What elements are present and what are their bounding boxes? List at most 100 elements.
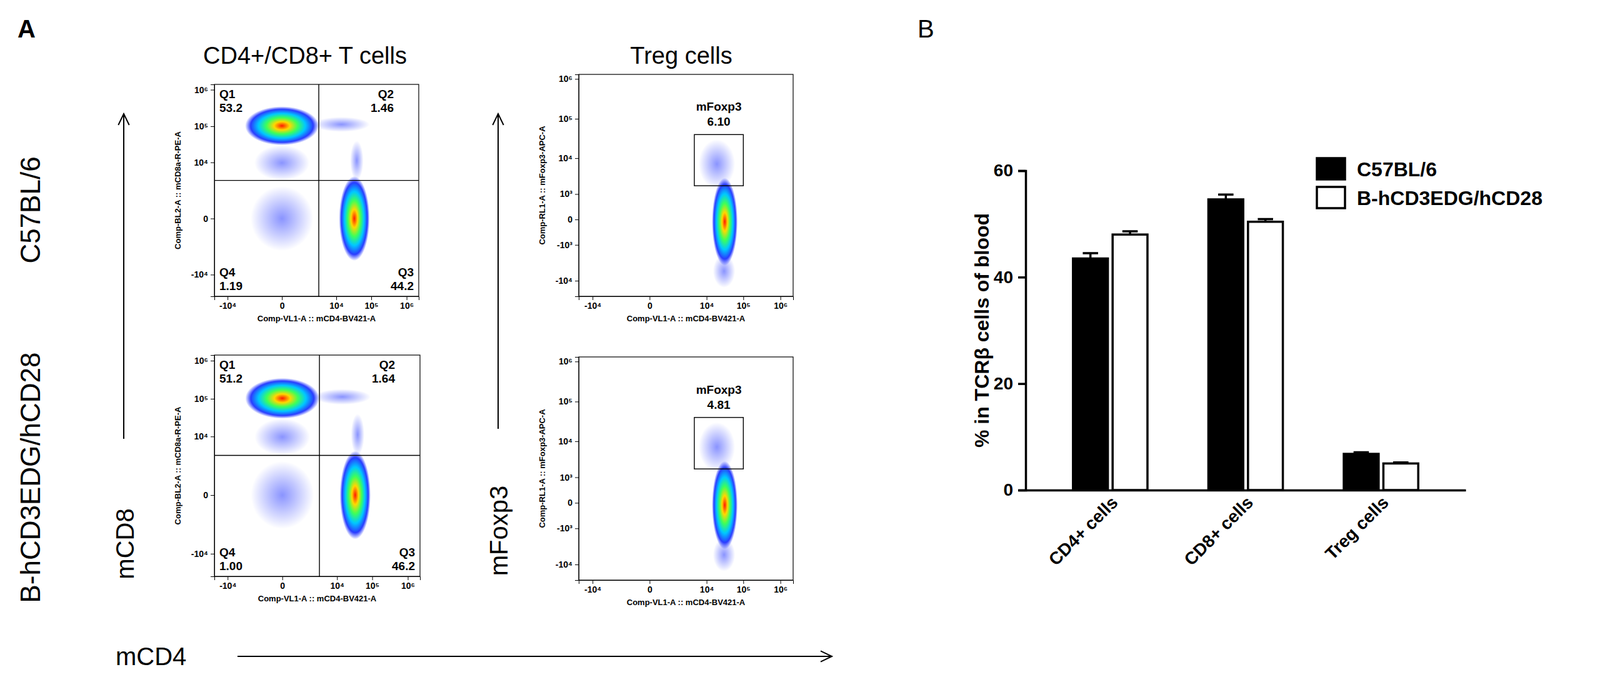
tick-label: 10⁴ <box>330 580 345 591</box>
tick-label: -10⁴ <box>191 548 209 559</box>
tick-mark <box>649 296 650 300</box>
tick-mark <box>780 296 782 300</box>
population <box>254 418 310 456</box>
tick: 10⁶ <box>401 576 415 591</box>
tick-label: -10⁴ <box>584 584 602 595</box>
tick-label: 10⁵ <box>736 300 751 311</box>
axis: -10⁴010⁴10⁵10⁶ <box>215 576 421 591</box>
axis-title: Comp-RL1-A :: mFoxp3-APC-A <box>537 408 547 529</box>
tick-label: 0 <box>203 490 209 500</box>
axis: -10⁴010⁴10⁵10⁶ <box>191 85 215 297</box>
axis-line <box>1026 489 1467 492</box>
tick-mark <box>210 495 215 496</box>
gate-value: 6.10 <box>707 115 731 129</box>
tick-label: 10⁴ <box>194 431 209 442</box>
tick: 10⁵ <box>194 393 215 404</box>
tick-label: 0 <box>567 497 573 508</box>
population <box>245 378 320 419</box>
tick: 10⁴ <box>558 153 580 164</box>
figure-labels: ABCD4+/CD8+ T cellsTreg cellsC57BL/6B-hC… <box>15 15 935 670</box>
tick: CD4+ cells <box>1045 492 1122 570</box>
axis: -10⁴010⁴10⁵10⁶ <box>191 355 215 577</box>
tick-label: 10⁵ <box>736 584 751 595</box>
tick-mark <box>336 296 337 300</box>
quadrant-value: 1.64 <box>371 371 395 385</box>
tick-label: 40 <box>993 267 1014 287</box>
panel-label: A <box>17 15 36 43</box>
arrow <box>118 113 129 439</box>
tick-label: 10³ <box>560 472 574 483</box>
gate-line <box>214 455 420 456</box>
bar <box>1383 463 1419 490</box>
tick-label: 10⁶ <box>773 584 788 595</box>
tick-mark <box>780 580 782 584</box>
tick-label: 10⁵ <box>558 396 573 407</box>
tick: -10³ <box>556 240 579 250</box>
tick-label: -10⁴ <box>555 275 573 286</box>
quadrant-name: Q3 <box>398 265 414 279</box>
population <box>338 176 370 261</box>
quadrant-value: 53.2 <box>219 101 243 115</box>
error-bar <box>1122 231 1139 235</box>
tick: 10⁵ <box>736 580 751 595</box>
axis-title: Comp-VL1-A :: mCD4-BV421-A <box>257 313 377 324</box>
axis-line <box>575 75 580 297</box>
axis: -10⁴010⁴10⁵10⁶ <box>579 580 794 595</box>
tick-label: 0 <box>1003 480 1014 500</box>
population <box>250 461 314 529</box>
gate <box>694 417 744 469</box>
tick-mark <box>282 576 284 580</box>
axis-line <box>210 85 215 297</box>
tick-label: 10⁶ <box>558 73 573 84</box>
population <box>313 388 371 405</box>
tick-mark <box>227 576 229 580</box>
plot-frame <box>578 74 794 297</box>
population <box>245 106 319 145</box>
tick-label: 0 <box>647 584 653 595</box>
populations <box>245 106 370 261</box>
quadrant-name: Q2 <box>379 358 395 372</box>
tick-mark <box>210 274 215 275</box>
gate <box>694 134 744 186</box>
legend: C57BL/6B-hCD3EDG/hCD28 <box>1316 158 1543 210</box>
tick-label: 10⁵ <box>194 121 209 132</box>
tick-mark <box>743 580 744 584</box>
tick-mark <box>210 398 215 400</box>
tick: 0 <box>280 576 285 591</box>
tick-label: CD8+ cells <box>1180 492 1257 570</box>
tick-label: 0 <box>280 580 285 591</box>
tick: 10³ <box>560 472 579 483</box>
error-bar <box>1082 253 1099 259</box>
axis-title: Comp-BL2-A :: mCD8a-R-PE-A <box>173 131 183 250</box>
axis-title: Comp-RL1-A :: mFoxp3-APC-A <box>537 125 547 245</box>
tick-label: 10⁵ <box>194 393 209 404</box>
tick-mark <box>227 296 229 300</box>
population <box>711 178 738 266</box>
tick-label: 10⁵ <box>558 113 573 124</box>
error-bar <box>1353 452 1370 455</box>
tick: -10⁴ <box>584 296 602 311</box>
panel-label: B <box>917 15 935 43</box>
axis: -10⁴-10³010³10⁴10⁵10⁶ <box>555 73 580 297</box>
tick: 10³ <box>560 188 579 199</box>
tick-label: 10⁶ <box>401 580 415 591</box>
tick-label: 10⁴ <box>194 157 209 168</box>
tick-label: 0 <box>647 300 653 311</box>
tick: 0 <box>647 296 653 311</box>
tick-mark <box>210 126 215 127</box>
quadrant-value: 1.00 <box>219 559 243 573</box>
tick-label: -10⁴ <box>555 559 573 570</box>
axis: -10⁴010⁴10⁵10⁶ <box>215 296 420 311</box>
quadrant-name: Q2 <box>378 87 394 101</box>
populations <box>698 139 738 288</box>
gate-value: 4.81 <box>707 398 731 412</box>
tick-mark <box>575 477 579 479</box>
plot-background <box>214 84 419 297</box>
axis-title: Comp-VL1-A :: mCD4-BV421-A <box>258 593 377 604</box>
bars <box>1073 194 1419 490</box>
tick: 10⁵ <box>364 296 379 311</box>
tick-label: -10⁴ <box>584 300 602 311</box>
population <box>350 413 364 455</box>
axis-title: Comp-VL1-A :: mCD4-BV421-A <box>626 597 746 607</box>
quadrant-value: 1.46 <box>370 101 394 115</box>
